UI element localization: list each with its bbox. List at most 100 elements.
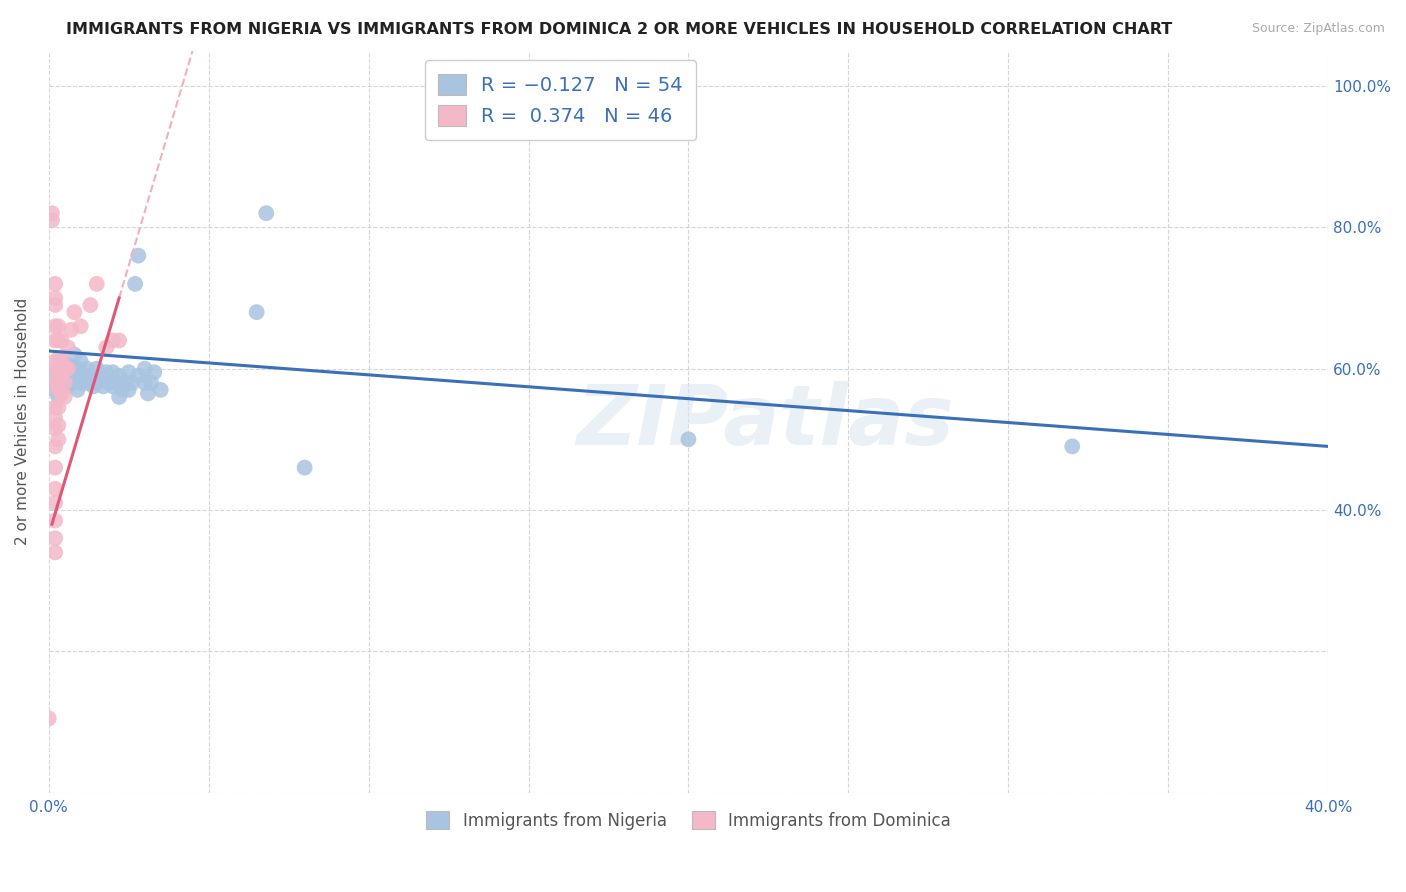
- Point: [63, 347, 86, 361]
- Point: [69, 354, 91, 368]
- Point: [127, 249, 149, 263]
- Point: [134, 376, 156, 390]
- Point: [91, 379, 114, 393]
- Point: [44, 401, 66, 415]
- Point: [76, 376, 98, 390]
- Text: Source: ZipAtlas.com: Source: ZipAtlas.com: [1251, 22, 1385, 36]
- Point: [51, 368, 73, 383]
- Point: [53, 361, 76, 376]
- Point: [46, 433, 69, 447]
- Point: [79, 298, 101, 312]
- Y-axis label: 2 or more Vehicles in Household: 2 or more Vehicles in Household: [15, 298, 30, 545]
- Point: [108, 334, 131, 348]
- Point: [1062, 439, 1084, 453]
- Point: [44, 334, 66, 348]
- Point: [60, 368, 83, 383]
- Point: [101, 379, 124, 393]
- Point: [63, 305, 86, 319]
- Point: [44, 411, 66, 425]
- Point: [83, 379, 105, 393]
- Point: [76, 361, 98, 376]
- Point: [46, 361, 69, 376]
- Point: [46, 365, 69, 379]
- Point: [53, 390, 76, 404]
- Point: [44, 496, 66, 510]
- Point: [44, 277, 66, 291]
- Text: IMMIGRANTS FROM NIGERIA VS IMMIGRANTS FROM DOMINICA 2 OR MORE VEHICLES IN HOUSEH: IMMIGRANTS FROM NIGERIA VS IMMIGRANTS FR…: [66, 22, 1171, 37]
- Point: [44, 545, 66, 559]
- Point: [46, 390, 69, 404]
- Point: [46, 351, 69, 365]
- Point: [46, 401, 69, 415]
- Point: [86, 376, 108, 390]
- Point: [678, 433, 700, 447]
- Point: [41, 206, 63, 220]
- Point: [69, 365, 91, 379]
- Point: [89, 368, 111, 383]
- Point: [254, 206, 277, 220]
- Point: [69, 376, 91, 390]
- Point: [44, 291, 66, 305]
- Point: [108, 390, 131, 404]
- Point: [46, 383, 69, 397]
- Point: [96, 365, 118, 379]
- Point: [86, 361, 108, 376]
- Point: [60, 323, 83, 337]
- Point: [51, 354, 73, 368]
- Point: [51, 368, 73, 383]
- Point: [44, 514, 66, 528]
- Point: [56, 341, 79, 355]
- Point: [139, 376, 162, 390]
- Point: [46, 418, 69, 433]
- Point: [294, 460, 316, 475]
- Point: [69, 319, 91, 334]
- Text: ZIPatlas: ZIPatlas: [576, 381, 955, 462]
- Point: [53, 361, 76, 376]
- Point: [44, 298, 66, 312]
- Point: [44, 439, 66, 453]
- Point: [46, 334, 69, 348]
- Point: [101, 334, 124, 348]
- Point: [104, 376, 127, 390]
- Point: [143, 365, 166, 379]
- Point: [63, 361, 86, 376]
- Point: [60, 376, 83, 390]
- Point: [118, 383, 141, 397]
- Point: [56, 358, 79, 372]
- Point: [118, 365, 141, 379]
- Point: [246, 305, 269, 319]
- Point: [114, 376, 136, 390]
- Point: [51, 386, 73, 401]
- Point: [127, 368, 149, 383]
- Point: [101, 365, 124, 379]
- Point: [124, 277, 146, 291]
- Point: [51, 354, 73, 368]
- Point: [53, 376, 76, 390]
- Point: [51, 334, 73, 348]
- Point: [108, 368, 131, 383]
- Legend: Immigrants from Nigeria, Immigrants from Dominica: Immigrants from Nigeria, Immigrants from…: [419, 805, 957, 837]
- Point: [98, 376, 121, 390]
- Point: [86, 277, 108, 291]
- Point: [96, 341, 118, 355]
- Point: [44, 376, 66, 390]
- Point: [121, 376, 143, 390]
- Point: [44, 482, 66, 496]
- Point: [56, 379, 79, 393]
- Point: [41, 213, 63, 227]
- Point: [38, 711, 60, 725]
- Point: [44, 531, 66, 545]
- Point: [79, 368, 101, 383]
- Point: [136, 386, 159, 401]
- Point: [41, 368, 63, 383]
- Point: [134, 361, 156, 376]
- Point: [149, 383, 172, 397]
- Point: [66, 383, 89, 397]
- Point: [44, 383, 66, 397]
- Point: [111, 383, 134, 397]
- Point: [66, 361, 89, 376]
- Point: [73, 368, 96, 383]
- Point: [44, 319, 66, 334]
- Point: [46, 319, 69, 334]
- Point: [44, 361, 66, 376]
